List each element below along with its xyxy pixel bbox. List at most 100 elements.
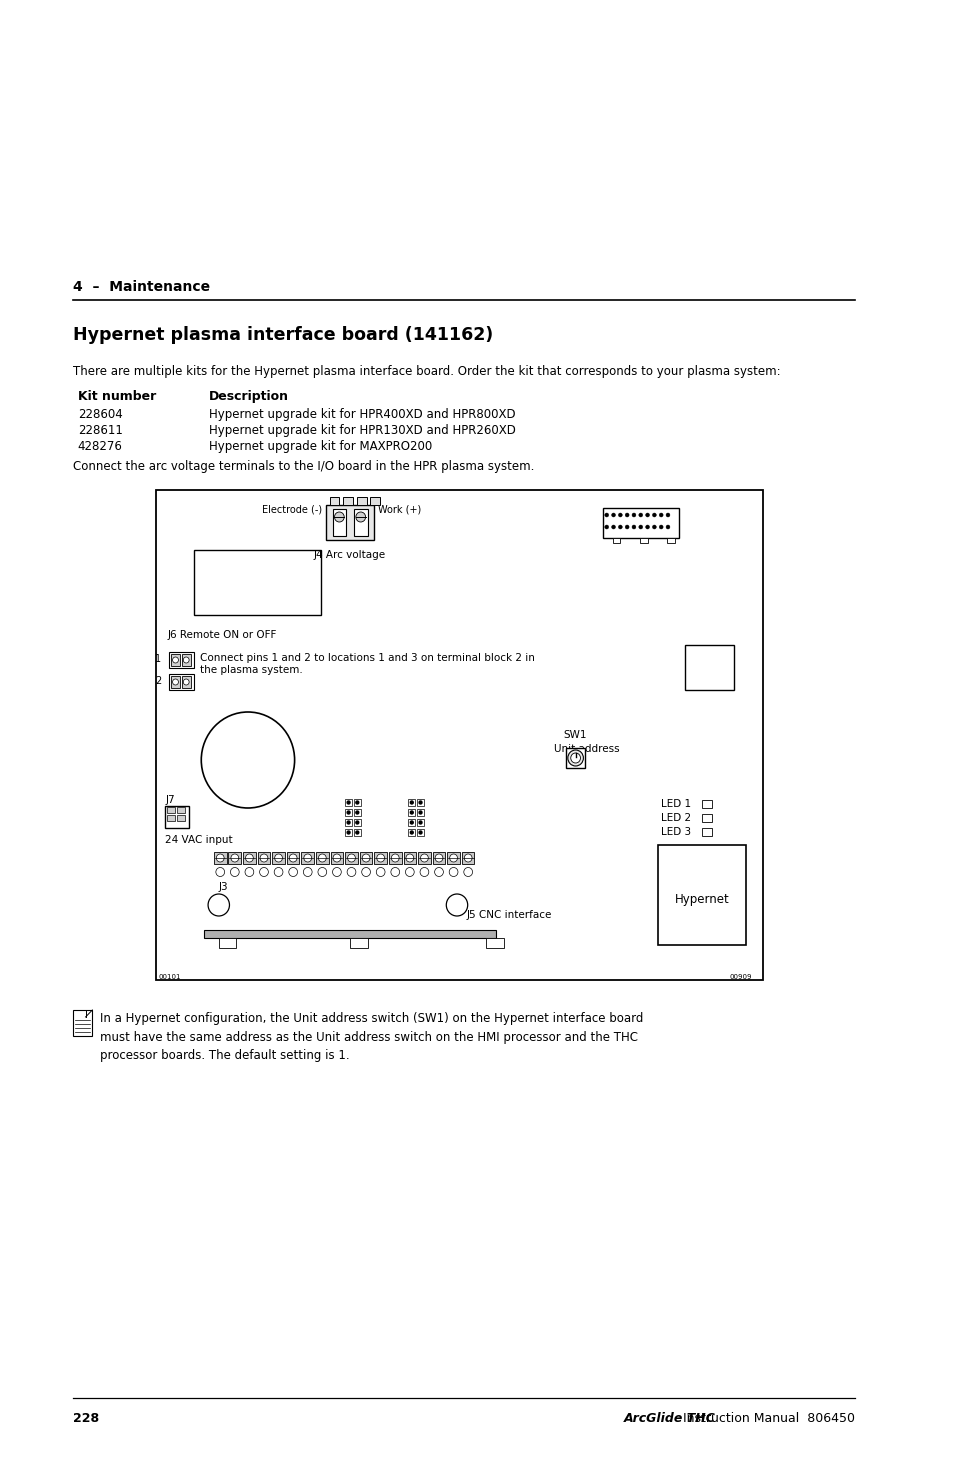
Circle shape — [631, 525, 636, 530]
Circle shape — [304, 854, 312, 861]
Circle shape — [391, 854, 398, 861]
Text: Hypernet upgrade kit for HPR400XD and HPR800XD: Hypernet upgrade kit for HPR400XD and HP… — [209, 409, 516, 420]
Circle shape — [274, 867, 283, 876]
Circle shape — [410, 822, 413, 825]
Circle shape — [410, 811, 413, 814]
Bar — [359, 853, 372, 864]
Circle shape — [355, 512, 365, 522]
Bar — [167, 816, 174, 822]
Circle shape — [375, 867, 385, 876]
Circle shape — [659, 525, 662, 530]
Circle shape — [215, 867, 224, 876]
Text: 2: 2 — [155, 676, 161, 686]
Circle shape — [418, 822, 421, 825]
Circle shape — [347, 822, 350, 825]
Circle shape — [420, 854, 428, 861]
Bar — [408, 808, 415, 816]
Circle shape — [567, 749, 583, 766]
Circle shape — [435, 867, 443, 876]
Circle shape — [355, 830, 358, 833]
Text: SW1: SW1 — [563, 730, 587, 740]
Circle shape — [303, 867, 312, 876]
Text: ArcGlide THC: ArcGlide THC — [623, 1412, 715, 1425]
Bar — [315, 853, 328, 864]
Bar — [666, 538, 674, 543]
Text: Hypernet upgrade kit for MAXPRO200: Hypernet upgrade kit for MAXPRO200 — [209, 440, 432, 453]
Bar — [176, 807, 185, 813]
Bar — [345, 853, 357, 864]
Bar — [374, 853, 387, 864]
Text: 24 VAC input: 24 VAC input — [165, 835, 233, 845]
Circle shape — [183, 678, 189, 684]
Bar — [602, 507, 678, 538]
Text: LED 2: LED 2 — [660, 813, 691, 823]
Circle shape — [333, 867, 341, 876]
Bar — [416, 799, 423, 805]
Circle shape — [347, 801, 350, 804]
Bar — [461, 853, 474, 864]
Bar — [345, 799, 352, 805]
Circle shape — [410, 830, 413, 833]
Bar — [171, 653, 180, 667]
Circle shape — [665, 513, 669, 518]
Bar — [272, 853, 285, 864]
Bar — [343, 497, 353, 504]
Text: Kit number: Kit number — [78, 389, 156, 403]
Circle shape — [172, 656, 178, 662]
Circle shape — [418, 830, 421, 833]
Circle shape — [419, 867, 428, 876]
Circle shape — [435, 854, 442, 861]
Circle shape — [418, 811, 421, 814]
Text: Instruction Manual  806450: Instruction Manual 806450 — [678, 1412, 854, 1425]
Circle shape — [361, 867, 370, 876]
Circle shape — [274, 854, 282, 861]
Bar — [287, 853, 299, 864]
Bar — [417, 853, 431, 864]
Circle shape — [645, 513, 649, 518]
Circle shape — [183, 656, 189, 662]
Bar — [330, 497, 339, 504]
Bar — [701, 799, 711, 808]
Text: Connect pins 1 and 2 to locations 1 and 3 on terminal block 2 in: Connect pins 1 and 2 to locations 1 and … — [200, 653, 535, 662]
Bar — [701, 814, 711, 822]
Text: the plasma system.: the plasma system. — [200, 665, 303, 676]
Bar — [72, 1010, 92, 1035]
Bar — [194, 550, 320, 615]
Bar — [433, 853, 445, 864]
Bar — [408, 799, 415, 805]
Bar — [350, 938, 367, 948]
Circle shape — [231, 867, 239, 876]
Circle shape — [289, 867, 297, 876]
Bar — [204, 931, 496, 938]
Circle shape — [347, 854, 355, 861]
Circle shape — [659, 513, 662, 518]
Text: 228604: 228604 — [78, 409, 122, 420]
Text: Connect the arc voltage terminals to the I/O board in the HPR plasma system.: Connect the arc voltage terminals to the… — [72, 460, 534, 473]
Bar — [229, 853, 241, 864]
Bar — [701, 827, 711, 836]
Circle shape — [624, 513, 628, 518]
Bar — [408, 819, 415, 826]
Text: J4 Arc voltage: J4 Arc voltage — [314, 550, 386, 560]
Text: There are multiple kits for the Hypernet plasma interface board. Order the kit t: There are multiple kits for the Hypernet… — [72, 364, 780, 378]
Circle shape — [317, 867, 326, 876]
Bar — [685, 645, 734, 690]
Circle shape — [639, 513, 642, 518]
Circle shape — [611, 525, 615, 530]
Circle shape — [604, 513, 608, 518]
Text: Hypernet plasma interface board (141162): Hypernet plasma interface board (141162) — [72, 326, 493, 344]
Bar — [167, 807, 174, 813]
Bar — [658, 845, 745, 945]
Circle shape — [347, 867, 355, 876]
Circle shape — [449, 867, 457, 876]
Bar — [356, 497, 366, 504]
Text: Work (+): Work (+) — [377, 504, 421, 515]
Bar — [331, 853, 343, 864]
Bar — [171, 676, 180, 687]
Circle shape — [355, 811, 358, 814]
Circle shape — [201, 712, 294, 808]
Circle shape — [208, 894, 230, 916]
Circle shape — [463, 867, 472, 876]
Text: LED 3: LED 3 — [660, 827, 691, 836]
Bar — [213, 853, 226, 864]
